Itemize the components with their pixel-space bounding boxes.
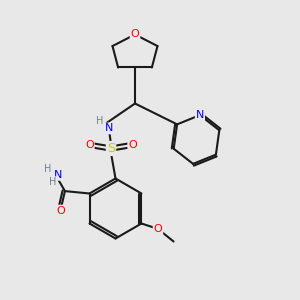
- Text: N: N: [196, 110, 204, 120]
- Text: H: H: [44, 164, 51, 174]
- Text: O: O: [128, 140, 137, 150]
- Text: S: S: [107, 142, 115, 155]
- Text: N: N: [105, 123, 113, 134]
- Text: O: O: [154, 224, 162, 234]
- Text: H: H: [96, 116, 103, 127]
- Text: O: O: [56, 206, 65, 216]
- Text: H: H: [49, 177, 57, 187]
- Text: N: N: [54, 170, 62, 180]
- Text: O: O: [85, 140, 94, 150]
- Text: O: O: [130, 29, 140, 40]
